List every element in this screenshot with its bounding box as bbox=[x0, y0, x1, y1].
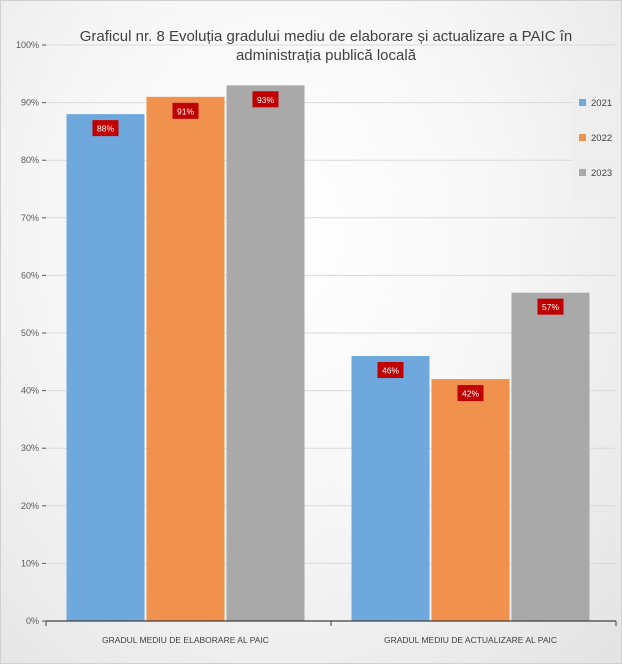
bar-2022 bbox=[146, 96, 225, 622]
data-label: 46% bbox=[382, 366, 399, 376]
y-tick-label: 50% bbox=[21, 328, 39, 338]
y-tick-label: 80% bbox=[21, 155, 39, 165]
y-tick-label: 70% bbox=[21, 213, 39, 223]
x-category-label: GRADUL MEDIU DE ELABORARE AL PAIC bbox=[102, 635, 269, 645]
y-tick-label: 60% bbox=[21, 270, 39, 280]
legend-label: 2021 bbox=[591, 98, 612, 109]
data-label-box bbox=[172, 102, 199, 119]
data-label-box bbox=[537, 298, 564, 315]
bar-2021 bbox=[351, 356, 430, 621]
chart-title: Graficul nr. 8 Evoluția gradului mediu d… bbox=[79, 28, 573, 64]
bar-2021 bbox=[66, 114, 145, 622]
data-label: 57% bbox=[542, 302, 559, 312]
bar-2022 bbox=[431, 379, 510, 621]
legend-swatch-2021 bbox=[579, 99, 586, 106]
y-tick-label: 90% bbox=[21, 98, 39, 108]
data-label: 42% bbox=[462, 389, 479, 399]
data-label-box bbox=[377, 362, 404, 379]
bar-2023 bbox=[511, 292, 590, 621]
y-tick-label: 0% bbox=[26, 616, 39, 626]
data-label-box bbox=[457, 385, 484, 402]
y-tick-label: 40% bbox=[21, 386, 39, 396]
data-label-box bbox=[252, 91, 279, 108]
y-tick-label: 20% bbox=[21, 501, 39, 511]
legend-swatch-2023 bbox=[579, 169, 586, 176]
bar-2023 bbox=[226, 85, 305, 621]
y-tick-label: 100% bbox=[16, 40, 39, 50]
legend-label: 2022 bbox=[591, 133, 612, 144]
data-label: 88% bbox=[97, 124, 114, 134]
y-tick-label: 10% bbox=[21, 558, 39, 568]
x-category-label: GRADUL MEDIU DE ACTUALIZARE AL PAIC bbox=[384, 635, 557, 645]
y-tick-label: 30% bbox=[21, 443, 39, 453]
legend-label: 2023 bbox=[591, 168, 612, 179]
data-label-box bbox=[92, 120, 119, 137]
data-label: 93% bbox=[257, 95, 274, 105]
data-label: 91% bbox=[177, 106, 194, 116]
legend-swatch-2022 bbox=[579, 134, 586, 141]
